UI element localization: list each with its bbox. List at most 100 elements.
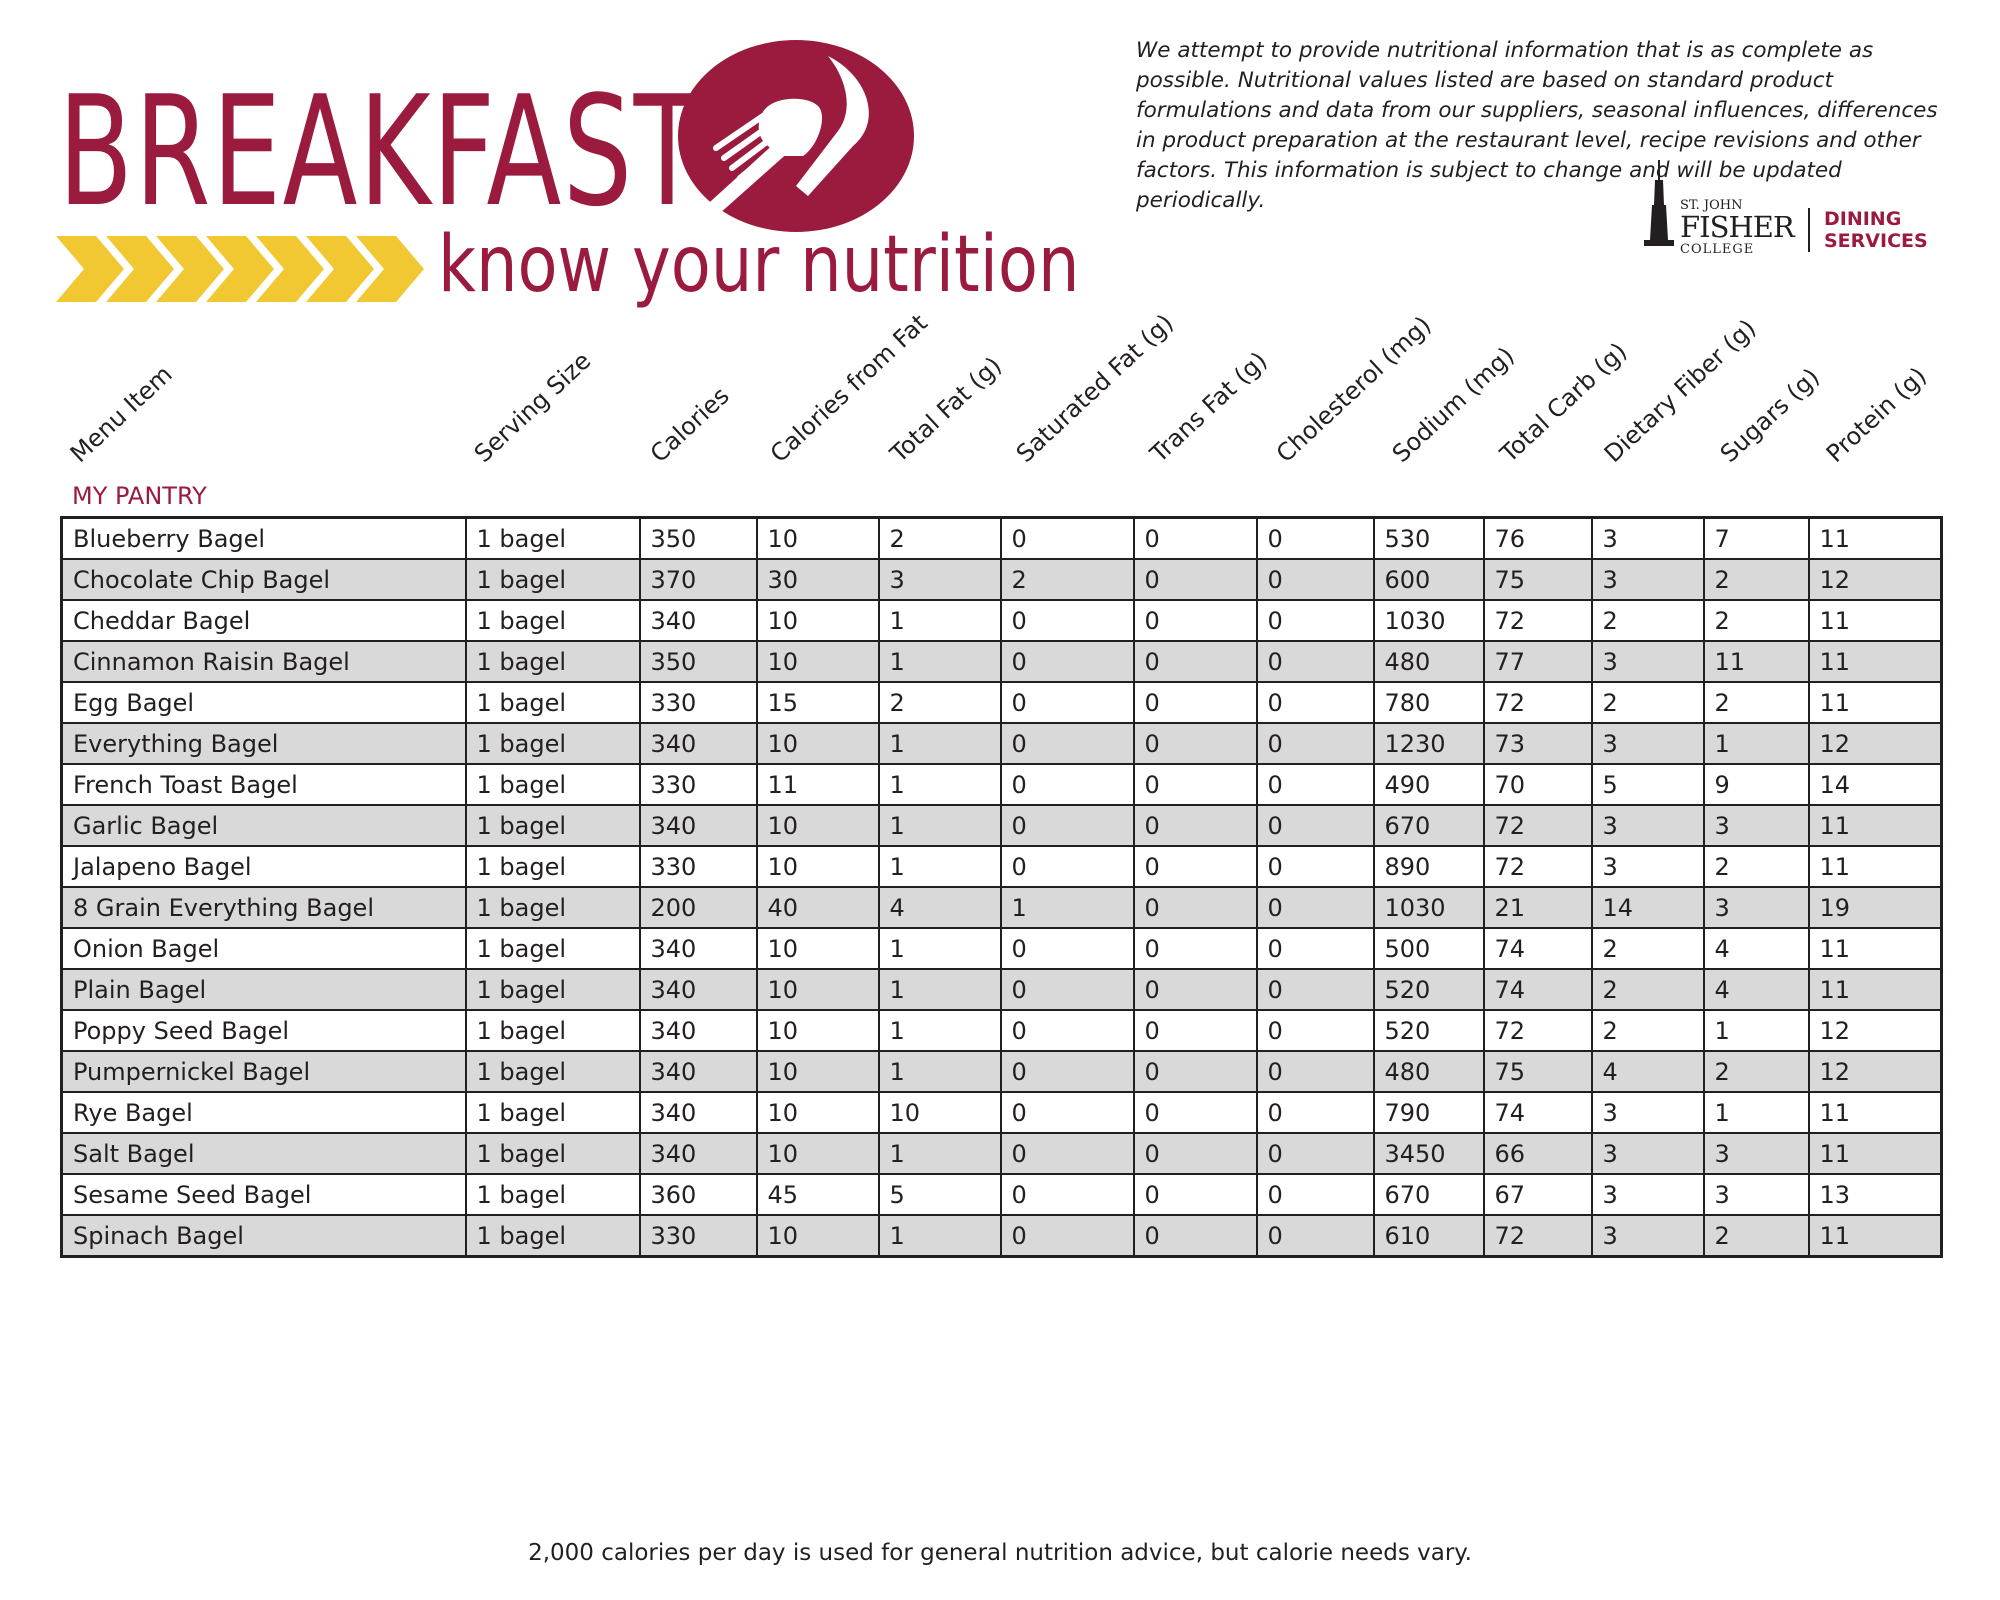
table-cell: 19 xyxy=(1807,886,1943,929)
table-cell: 10 xyxy=(755,640,880,683)
disclaimer-text: We attempt to provide nutritional inform… xyxy=(1136,38,1938,213)
table-cell: 2 xyxy=(877,681,1002,724)
table-row: Plain Bagel 1 bagel 340 10 1 0 0 0 520 74 2 4 11 xyxy=(60,968,1943,1011)
table-cell: 2 xyxy=(1702,845,1810,888)
table-row: Onion Bagel 1 bagel 340 10 1 0 0 0 500 74 2 4 11 xyxy=(60,927,1943,970)
table-cell: 330 xyxy=(638,1214,758,1258)
table-cell: 0 xyxy=(1255,558,1375,601)
table-cell: 74 xyxy=(1482,1091,1593,1134)
table-cell: 72 xyxy=(1482,599,1593,642)
college-logo: ST. JOHN FISHER COLLEGE DINING SERVICES xyxy=(1640,160,1960,260)
table-cell: 12 xyxy=(1807,558,1943,601)
table-cell: 72 xyxy=(1482,804,1593,847)
table-cell: 1 xyxy=(877,640,1002,683)
table-cell: 340 xyxy=(638,927,758,970)
table-cell: 1 bagel xyxy=(464,763,641,806)
table-cell: 0 xyxy=(1255,1091,1375,1134)
table-cell: 10 xyxy=(755,1050,880,1093)
table-cell: 74 xyxy=(1482,927,1593,970)
table-cell: 11 xyxy=(1807,640,1943,683)
table-cell: 0 xyxy=(1132,1050,1258,1093)
menu-item-cell: Onion Bagel xyxy=(60,927,467,970)
table-cell: 11 xyxy=(1807,845,1943,888)
table-cell: 10 xyxy=(755,1009,880,1052)
menu-item-cell: Poppy Seed Bagel xyxy=(60,1009,467,1052)
table-cell: 0 xyxy=(999,927,1135,970)
table-cell: 1 bagel xyxy=(464,722,641,765)
column-header-total-fat: Total Fat (g) xyxy=(884,351,1008,468)
table-cell: 0 xyxy=(1132,1132,1258,1175)
table-cell: 12 xyxy=(1807,1050,1943,1093)
menu-item-cell: 8 Grain Everything Bagel xyxy=(60,886,467,929)
table-cell: 350 xyxy=(638,516,758,560)
table-cell: 77 xyxy=(1482,640,1593,683)
menu-item-cell: Cheddar Bagel xyxy=(60,599,467,642)
table-cell: 10 xyxy=(877,1091,1002,1134)
table-cell: 3 xyxy=(1590,558,1705,601)
table-cell: 0 xyxy=(999,681,1135,724)
table-cell: 530 xyxy=(1372,516,1485,560)
table-cell: 790 xyxy=(1372,1091,1485,1134)
table-cell: 1 bagel xyxy=(464,968,641,1011)
nutrition-table: Blueberry Bagel 1 bagel 350 10 2 0 0 0 530 76 3 7 11… xyxy=(60,516,1943,1258)
table-cell: 0 xyxy=(999,845,1135,888)
table-cell: 1 bagel xyxy=(464,599,641,642)
table-cell: 0 xyxy=(999,1009,1135,1052)
table-cell: 14 xyxy=(1590,886,1705,929)
table-cell: 1 bagel xyxy=(464,681,641,724)
table-cell: 520 xyxy=(1372,1009,1485,1052)
table-cell: 340 xyxy=(638,722,758,765)
table-cell: 360 xyxy=(638,1173,758,1216)
table-cell: 10 xyxy=(755,599,880,642)
table-cell: 21 xyxy=(1482,886,1593,929)
table-cell: 2 xyxy=(1590,1009,1705,1052)
table-cell: 1 bagel xyxy=(464,1091,641,1134)
table-cell: 340 xyxy=(638,599,758,642)
table-cell: 3 xyxy=(1702,886,1810,929)
table-cell: 0 xyxy=(1255,1132,1375,1175)
table-cell: 2 xyxy=(1590,681,1705,724)
table-cell: 1230 xyxy=(1372,722,1485,765)
table-cell: 0 xyxy=(999,1091,1135,1134)
table-row: Everything Bagel 1 bagel 340 10 1 0 0 0 1230 73 3 1… xyxy=(60,722,1943,765)
table-cell: 2 xyxy=(1702,599,1810,642)
table-cell: 1030 xyxy=(1372,599,1485,642)
table-cell: 11 xyxy=(1807,1214,1943,1258)
table-cell: 0 xyxy=(999,968,1135,1011)
table-cell: 30 xyxy=(755,558,880,601)
table-cell: 74 xyxy=(1482,968,1593,1011)
table-cell: 1 xyxy=(877,1050,1002,1093)
table-cell: 0 xyxy=(1255,599,1375,642)
table-cell: 1 xyxy=(877,845,1002,888)
table-cell: 340 xyxy=(638,1091,758,1134)
table-cell: 45 xyxy=(755,1173,880,1216)
dining-label-line2: SERVICES xyxy=(1824,230,1928,252)
page-title: BREAKFAST xyxy=(58,63,702,240)
menu-item-cell: French Toast Bagel xyxy=(60,763,467,806)
table-cell: 1 bagel xyxy=(464,804,641,847)
table-cell: 200 xyxy=(638,886,758,929)
table-cell: 1 bagel xyxy=(464,927,641,970)
table-cell: 600 xyxy=(1372,558,1485,601)
table-cell: 0 xyxy=(1255,968,1375,1011)
table-cell: 3 xyxy=(1590,640,1705,683)
table-cell: 1 xyxy=(877,722,1002,765)
table-cell: 66 xyxy=(1482,1132,1593,1175)
table-cell: 670 xyxy=(1372,1173,1485,1216)
table-cell: 0 xyxy=(1255,804,1375,847)
table-cell: 11 xyxy=(755,763,880,806)
table-cell: 4 xyxy=(1702,927,1810,970)
table-cell: 0 xyxy=(1132,763,1258,806)
table-cell: 0 xyxy=(1132,845,1258,888)
table-cell: 2 xyxy=(1590,968,1705,1011)
table-cell: 330 xyxy=(638,845,758,888)
table-cell: 1 bagel xyxy=(464,640,641,683)
table-cell: 72 xyxy=(1482,1214,1593,1258)
table-cell: 11 xyxy=(1807,681,1943,724)
college-name-line1: ST. JOHN xyxy=(1680,198,1743,213)
table-cell: 10 xyxy=(755,804,880,847)
table-cell: 0 xyxy=(1255,845,1375,888)
table-cell: 40 xyxy=(755,886,880,929)
table-cell: 0 xyxy=(999,1173,1135,1216)
table-cell: 72 xyxy=(1482,845,1593,888)
